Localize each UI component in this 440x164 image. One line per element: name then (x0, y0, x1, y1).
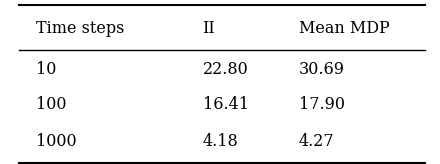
Text: II: II (202, 20, 215, 37)
Text: 30.69: 30.69 (299, 61, 345, 78)
Text: 16.41: 16.41 (202, 96, 249, 113)
Text: 10: 10 (37, 61, 57, 78)
Text: 4.18: 4.18 (202, 133, 238, 150)
Text: 1000: 1000 (37, 133, 77, 150)
Text: 22.80: 22.80 (202, 61, 248, 78)
Text: Time steps: Time steps (37, 20, 125, 37)
Text: 17.90: 17.90 (299, 96, 345, 113)
Text: Mean MDP: Mean MDP (299, 20, 389, 37)
Text: 4.27: 4.27 (299, 133, 334, 150)
Text: 100: 100 (37, 96, 67, 113)
